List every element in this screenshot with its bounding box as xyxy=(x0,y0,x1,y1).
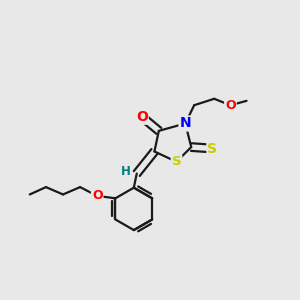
Text: H: H xyxy=(121,165,130,178)
Text: S: S xyxy=(172,155,181,168)
Text: O: O xyxy=(92,189,103,203)
Text: O: O xyxy=(136,110,148,124)
Text: N: N xyxy=(179,116,191,130)
Text: O: O xyxy=(225,99,236,112)
Text: S: S xyxy=(207,142,218,155)
